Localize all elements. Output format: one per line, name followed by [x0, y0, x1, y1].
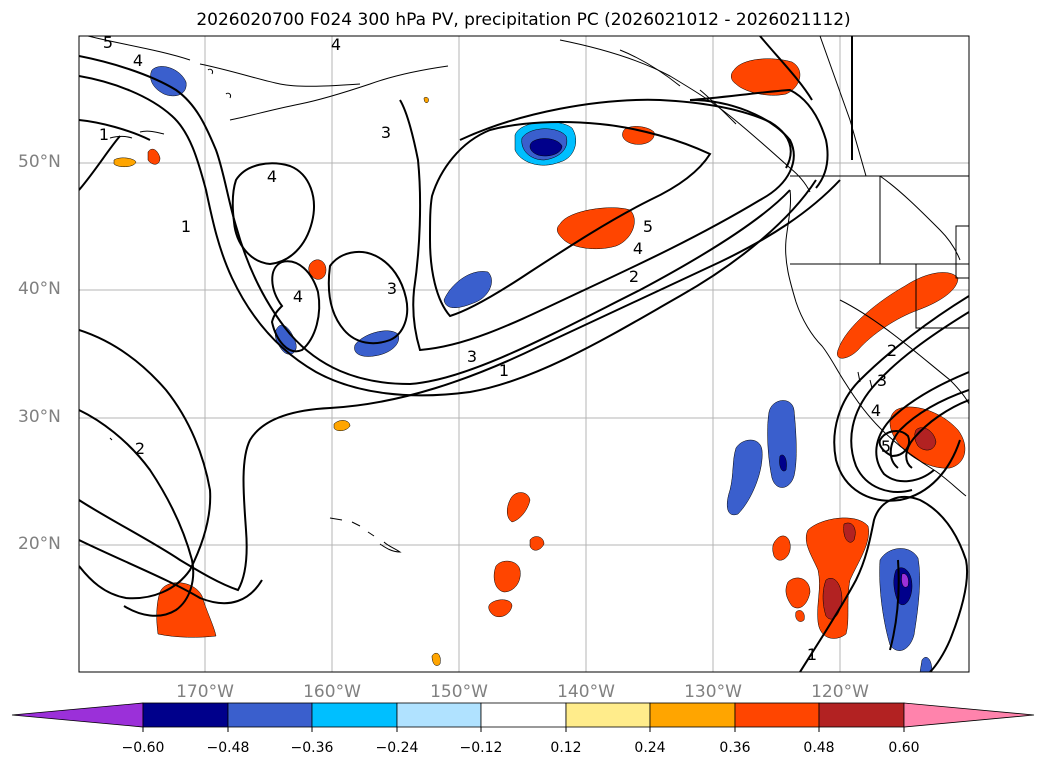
pv-contour-label: 4: [267, 167, 277, 186]
plot-area: 5 4 1 4 1 3 4 4 3 5 4 2 3 1 2 2 3 4 5 1: [79, 33, 969, 672]
lon-tick-label: 140°W: [557, 682, 615, 702]
pv-contour-label: 1: [99, 125, 109, 144]
colorbar-segment: [818, 702, 905, 728]
coastlines: [87, 36, 969, 553]
colorbar-segment: [311, 702, 398, 728]
precip-negative-area: [779, 454, 787, 472]
pv-contour-label: 3: [467, 347, 477, 366]
pv-contour-labels: 5 4 1 4 1 3 4 4 3 5 4 2 3 1 2 2 3 4 5 1: [99, 33, 897, 664]
pv-contour-label: 1: [499, 361, 509, 380]
precip-negative-area: [901, 573, 909, 588]
colorbar-segment: [396, 702, 482, 728]
colorbar-tick-label: −0.12: [459, 740, 503, 756]
pv-contour-label: 3: [387, 279, 397, 298]
precip-positive-area: [731, 58, 801, 96]
precip-negative-area: [443, 271, 492, 308]
precip-positive-area: [493, 560, 521, 593]
colorbar-tick-label: 0.24: [634, 740, 666, 756]
pv-contour-label: 2: [629, 267, 639, 286]
pv-contour-label: 4: [871, 401, 881, 420]
pv-contour-label: 5: [103, 33, 113, 52]
precip-positive-area: [308, 259, 327, 280]
colorbar-tick-label: 0.12: [550, 740, 582, 756]
precip-positive-area: [333, 420, 351, 431]
precip-positive-area: [529, 536, 545, 551]
precip-positive-area: [147, 148, 161, 165]
lon-tick-label: 170°W: [176, 682, 234, 702]
precip-negative-area: [529, 138, 563, 157]
colorbar-extend-min: [11, 702, 144, 728]
colorbar-segment: [734, 702, 820, 728]
colorbar-tick-label: −0.48: [206, 740, 250, 756]
lat-tick-label: 20°N: [18, 534, 61, 554]
pv-contour-label: 4: [331, 35, 341, 54]
colorbar-segment: [649, 702, 736, 728]
precip-positive-area: [431, 653, 441, 666]
colorbar-tick-label: 0.60: [888, 740, 920, 756]
plot-frame: [78, 35, 970, 673]
precip-negative-area: [727, 439, 763, 516]
precip-positive-area: [805, 517, 869, 639]
pv-contours: [79, 36, 969, 672]
precip-positive-area: [795, 610, 805, 622]
colorbar-tick-label: −0.60: [121, 740, 165, 756]
colorbar-segment: [227, 702, 313, 728]
colorbar-segment: [142, 702, 229, 728]
colorbar-tick-label: 0.36: [719, 740, 751, 756]
colorbar: [11, 702, 1035, 732]
precip-positive-area: [785, 577, 811, 609]
precip-shading: [113, 58, 966, 672]
lat-tick-label: 40°N: [18, 279, 61, 299]
colorbar-tick-label: 0.48: [803, 740, 835, 756]
pv-contour-label: 2: [887, 341, 897, 360]
pv-contour-label: 1: [807, 645, 817, 664]
pv-contour-label: 4: [633, 239, 643, 258]
precip-positive-area: [113, 157, 137, 167]
precip-positive-area: [772, 535, 791, 561]
precip-positive-area: [837, 272, 959, 359]
colorbar-tick-label: −0.24: [375, 740, 419, 756]
lon-tick-label: 150°W: [430, 682, 488, 702]
pv-contour-label: 4: [293, 287, 303, 306]
precip-positive-area: [423, 96, 429, 104]
precip-positive-area: [843, 522, 856, 543]
colorbar-extend-max: [903, 702, 1035, 728]
precip-positive-area: [488, 599, 513, 617]
colorbar-segment: [565, 702, 651, 728]
pv-contour-label: 1: [181, 217, 191, 236]
precip-negative-area: [150, 66, 187, 97]
precip-negative-area: [919, 657, 933, 672]
pv-contour-label: 5: [881, 437, 891, 456]
colorbar-tick-label: −0.36: [290, 740, 334, 756]
precip-positive-area: [507, 492, 531, 523]
pv-contour-label: 5: [643, 217, 653, 236]
lat-tick-label: 50°N: [18, 152, 61, 172]
pv-contour-label: 3: [381, 123, 391, 142]
precip-negative-area: [767, 400, 797, 488]
map-title: 2026020700 F024 300 hPa PV, precipitatio…: [196, 10, 851, 30]
pv-contour-label: 4: [133, 51, 143, 70]
pv-contour-label: 3: [877, 371, 887, 390]
colorbar-segment: [480, 702, 567, 728]
lon-tick-label: 120°W: [811, 682, 869, 702]
lon-tick-label: 160°W: [303, 682, 361, 702]
pv-contour-label: 2: [135, 439, 145, 458]
lat-tick-label: 30°N: [18, 407, 61, 427]
lon-tick-label: 130°W: [684, 682, 742, 702]
